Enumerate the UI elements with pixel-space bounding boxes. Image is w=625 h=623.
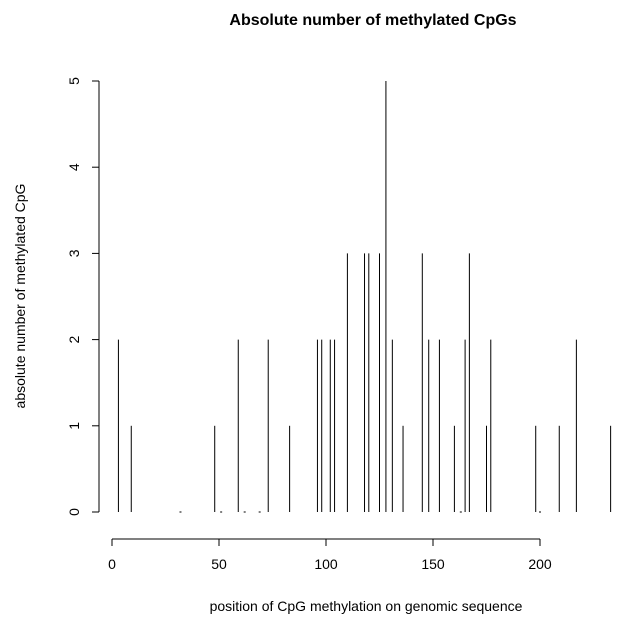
x-tick-label: 50	[211, 556, 227, 572]
x-axis-label: position of CpG methylation on genomic s…	[210, 598, 523, 614]
y-tick-label: 4	[66, 163, 82, 171]
chart-title: Absolute number of methylated CpGs	[229, 12, 516, 29]
y-tick-label: 0	[66, 508, 82, 516]
y-axis-label: absolute number of methylated CpG	[12, 184, 28, 409]
y-axis-ticks: 0 1 2 3 4 5	[66, 77, 99, 516]
x-axis-ticks: 0 50 100 150 200	[108, 539, 552, 572]
y-tick-label: 3	[66, 249, 82, 257]
y-tick-label: 5	[66, 77, 82, 85]
x-tick-label: 100	[314, 556, 338, 572]
x-tick-label: 200	[528, 556, 552, 572]
y-tick-label: 1	[66, 422, 82, 430]
y-tick-label: 2	[66, 335, 82, 343]
data-spikes	[117, 81, 612, 513]
x-tick-label: 0	[108, 556, 116, 572]
x-tick-label: 150	[421, 556, 445, 572]
